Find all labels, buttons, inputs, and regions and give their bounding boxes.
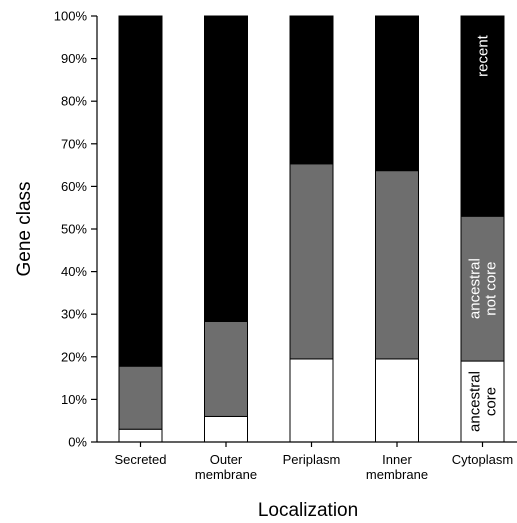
bar-segment-ancestral-core [204, 415, 248, 443]
x-tick-label: Secreted [114, 452, 166, 467]
bar-segment-recent [118, 15, 163, 367]
y-tick-label: 30% [61, 307, 87, 322]
segment-labels: ancestralcore ancestralnot core recent [467, 34, 500, 432]
y-tick-label: 90% [61, 51, 87, 66]
x-axis: Secreted Outer membrane Periplasm Inner membr… [97, 441, 517, 482]
y-tick-label: 100% [54, 9, 88, 24]
series-label-group: ancestralnot core [467, 258, 500, 319]
series-label-ancestral-core: ancestralcore [467, 371, 500, 432]
series-label-group: recent [475, 34, 492, 77]
x-tick-label: Outer membrane [195, 452, 257, 482]
x-tick-label: Periplasm [283, 452, 341, 467]
series-label-group: ancestralcore [467, 371, 500, 432]
x-tick-label: Inner membrane [366, 452, 428, 482]
bar-segment-ancestral-not-core [375, 170, 419, 360]
bar-segment-ancestral-not-core [204, 320, 248, 417]
bar-segment-recent [289, 15, 334, 165]
y-tick-label: 70% [61, 136, 87, 151]
y-tick-label: 60% [61, 179, 87, 194]
y-tick-label: 80% [61, 94, 87, 109]
y-axis: 0% 10% 20% 30% 40% 50% 60% 70% 80% 90% 100% [54, 9, 98, 450]
bar-segment-recent [460, 15, 505, 217]
bar-segment-ancestral-core [118, 428, 163, 443]
bar-segment-recent [375, 15, 419, 172]
y-tick-label: 0% [68, 435, 87, 450]
series-label-ancestral-not-core: ancestralnot core [467, 258, 500, 319]
y-tick-label: 50% [61, 222, 87, 237]
x-tick-label: Cytoplasm [452, 452, 513, 467]
series-label-recent: recent [475, 34, 492, 77]
x-axis-title: Localization [258, 500, 358, 521]
bar-segment-ancestral-not-core [289, 163, 334, 360]
bars-group [118, 15, 505, 443]
y-tick-label: 40% [61, 264, 87, 279]
bar-segment-ancestral-core [289, 358, 334, 443]
y-tick-label: 20% [61, 349, 87, 364]
bar-segment-ancestral-core [375, 358, 419, 443]
y-axis-title: Gene class [14, 181, 35, 276]
bar-segment-ancestral-not-core [118, 365, 163, 430]
bar-segment-ancestral-not-core [460, 215, 505, 362]
y-tick-label: 10% [61, 392, 87, 407]
bar-segment-recent [204, 15, 248, 322]
